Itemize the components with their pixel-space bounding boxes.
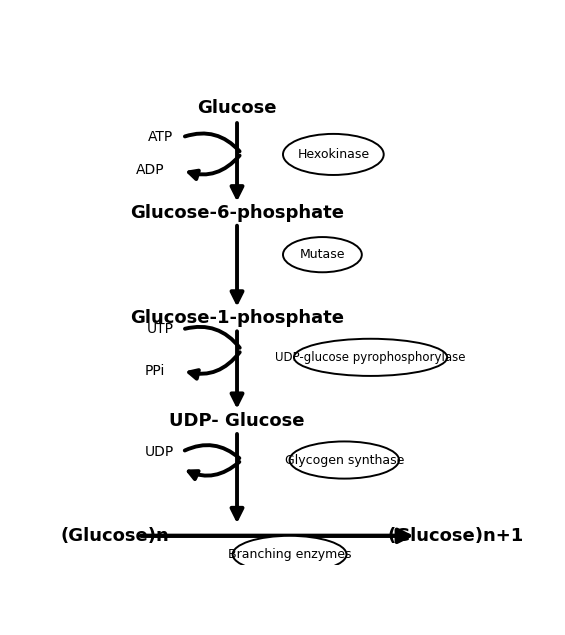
Ellipse shape xyxy=(283,237,362,272)
Text: ATP: ATP xyxy=(148,130,173,144)
FancyArrowPatch shape xyxy=(189,352,240,378)
Text: (Glucose)n+1: (Glucose)n+1 xyxy=(388,527,524,545)
FancyArrowPatch shape xyxy=(185,445,240,458)
Text: Glucose-6-phosphate: Glucose-6-phosphate xyxy=(130,204,344,222)
Ellipse shape xyxy=(294,338,447,376)
Text: UDP-glucose pyrophosphorylase: UDP-glucose pyrophosphorylase xyxy=(275,351,466,364)
FancyArrowPatch shape xyxy=(185,133,240,151)
Text: Glucose-1-phosphate: Glucose-1-phosphate xyxy=(130,309,344,327)
Ellipse shape xyxy=(289,441,399,479)
Ellipse shape xyxy=(233,536,346,573)
Text: (Glucose)n: (Glucose)n xyxy=(60,527,169,545)
Ellipse shape xyxy=(283,134,384,175)
Text: Glucose: Glucose xyxy=(197,99,277,117)
Text: UDP: UDP xyxy=(144,444,173,458)
Text: UTP: UTP xyxy=(146,323,173,337)
Text: Glycogen synthase: Glycogen synthase xyxy=(285,453,404,467)
Text: PPi: PPi xyxy=(145,364,165,378)
FancyArrowPatch shape xyxy=(189,156,240,179)
FancyArrowPatch shape xyxy=(189,462,240,479)
Text: Mutase: Mutase xyxy=(299,248,345,261)
FancyArrowPatch shape xyxy=(185,327,240,348)
Text: UDP- Glucose: UDP- Glucose xyxy=(170,412,305,430)
Text: Hexokinase: Hexokinase xyxy=(297,148,370,161)
Text: ADP: ADP xyxy=(136,163,165,177)
Text: Branching enzymes: Branching enzymes xyxy=(228,548,351,561)
